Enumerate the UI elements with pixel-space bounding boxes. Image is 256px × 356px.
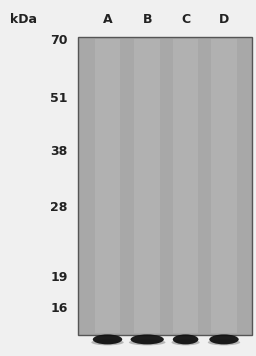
Ellipse shape bbox=[208, 339, 240, 345]
Ellipse shape bbox=[172, 339, 200, 345]
Text: 38: 38 bbox=[51, 145, 68, 158]
Ellipse shape bbox=[91, 339, 124, 345]
Text: 19: 19 bbox=[50, 271, 68, 284]
Bar bbox=[134, 39, 160, 333]
Ellipse shape bbox=[129, 339, 165, 345]
Bar bbox=[78, 37, 252, 335]
Text: B: B bbox=[142, 13, 152, 26]
Text: C: C bbox=[181, 13, 190, 26]
Text: A: A bbox=[103, 13, 112, 26]
Ellipse shape bbox=[173, 334, 198, 344]
Bar bbox=[95, 39, 120, 333]
Bar bbox=[173, 39, 198, 333]
Text: 28: 28 bbox=[50, 200, 68, 214]
Ellipse shape bbox=[93, 334, 122, 344]
Bar bbox=[211, 39, 237, 333]
Ellipse shape bbox=[209, 334, 239, 344]
Text: 51: 51 bbox=[50, 92, 68, 105]
Text: kDa: kDa bbox=[10, 13, 37, 26]
Text: 70: 70 bbox=[50, 35, 68, 47]
Ellipse shape bbox=[131, 334, 164, 344]
Text: 16: 16 bbox=[50, 302, 68, 315]
Text: D: D bbox=[219, 13, 229, 26]
